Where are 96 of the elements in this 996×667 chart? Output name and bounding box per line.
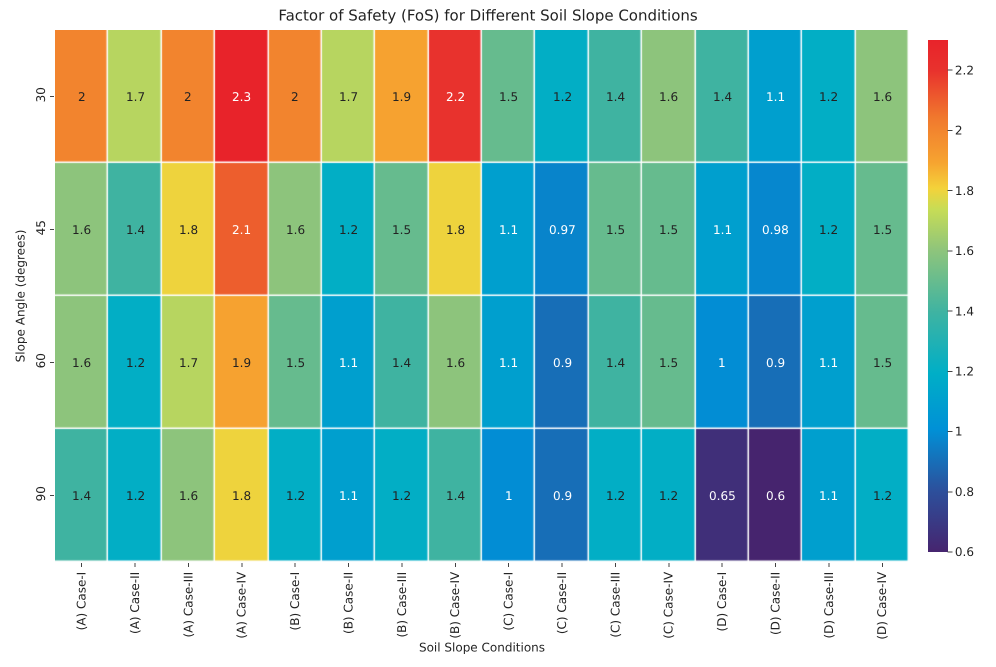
data-label: 1.1 (499, 356, 518, 370)
data-label: 1.6 (72, 356, 92, 370)
x-axis-title: Soil Slope Conditions (418, 640, 546, 655)
color-bar-label: 0.6 (954, 545, 974, 560)
data-label: 0.9 (553, 356, 572, 370)
data-label: 2 (291, 90, 299, 104)
data-label: 1.1 (499, 223, 518, 237)
data-label: 0.6 (766, 489, 786, 503)
data-label: 1.1 (819, 489, 838, 503)
data-label: 1.5 (659, 356, 678, 370)
data-label: 1.7 (339, 90, 358, 104)
data-label: 1.2 (392, 489, 412, 503)
data-label: 1.8 (179, 223, 198, 237)
data-label: 1.4 (446, 489, 466, 503)
x-tick-label: (C) Case-I (502, 572, 516, 631)
data-label: 1.2 (606, 489, 626, 503)
x-tick-label: (B) Case-III (394, 572, 409, 638)
data-label: 1.9 (392, 90, 412, 104)
data-label: 1.2 (553, 90, 572, 104)
data-label: 2 (78, 90, 86, 104)
x-tick-label: (B) Case-I (288, 572, 302, 630)
data-label: 1 (718, 356, 726, 370)
data-label: 1.4 (392, 356, 412, 370)
color-bar-label: 2.2 (954, 63, 974, 78)
data-label: 1.5 (392, 223, 412, 237)
data-label: 0.65 (709, 489, 736, 503)
data-label: 0.98 (762, 223, 789, 237)
data-label: 0.9 (553, 489, 572, 503)
x-tick-label: (C) Case-IV (662, 571, 676, 639)
data-label: 1.8 (232, 489, 252, 503)
data-label: 1.1 (819, 356, 838, 370)
x-tick-label: (A) Case-IV (234, 571, 249, 639)
data-label: 1.9 (232, 356, 252, 370)
x-tick-label: (C) Case-II (554, 572, 569, 634)
x-tick-label: (D) Case-III (822, 572, 836, 639)
data-label: 1.6 (873, 90, 892, 104)
data-label: 1.8 (446, 223, 466, 237)
data-label: 1.1 (339, 356, 358, 370)
data-label: 1.4 (713, 90, 732, 104)
color-bar-label: 0.8 (954, 484, 974, 499)
data-label: 1.2 (339, 223, 358, 237)
data-label: 1.2 (286, 489, 306, 503)
data-label: 1.2 (126, 356, 146, 370)
x-tick-label: (D) Case-I (715, 572, 730, 632)
y-axis-title: Slope Angle (degrees) (14, 230, 28, 362)
data-label: 1.6 (446, 356, 466, 370)
data-label: 1.4 (126, 223, 146, 237)
data-label: 1.2 (819, 90, 838, 104)
data-label: 1.2 (819, 223, 838, 237)
data-label: 1.2 (126, 489, 146, 503)
data-label: 1.7 (126, 90, 146, 104)
color-bar-label: 1.6 (954, 244, 974, 258)
data-label: 1.2 (873, 489, 892, 503)
x-tick-label: (A) Case-II (128, 572, 142, 634)
data-label: 1.1 (766, 90, 786, 104)
data-label: 2.3 (232, 90, 252, 104)
data-label: 1.5 (873, 223, 892, 237)
x-tick-label: (A) Case-III (181, 572, 196, 638)
color-bar-label: 1 (954, 424, 963, 439)
chart-title: Factor of Safety (FoS) for Different Soil Slope Conditions (278, 6, 698, 25)
data-label: 1.7 (179, 356, 198, 370)
x-tick-label: (B) Case-II (341, 572, 356, 634)
data-label: 1.2 (659, 489, 678, 503)
data-label: 1.1 (713, 223, 732, 237)
data-label: 0.97 (549, 223, 576, 237)
data-label: 1.6 (179, 489, 198, 503)
data-label: 1.5 (873, 356, 892, 370)
color-bar-label: 2 (954, 124, 963, 138)
x-tick-label: (A) Case-I (74, 572, 89, 630)
data-label: 2.2 (446, 90, 466, 104)
data-label: 0.9 (766, 356, 786, 370)
data-label: 1.6 (286, 223, 306, 237)
data-label: 1.4 (606, 90, 626, 104)
data-label: 1.5 (286, 356, 306, 370)
color-bar-label: 1.8 (954, 184, 974, 198)
data-label: 1.5 (499, 90, 518, 104)
data-label: 2.1 (232, 223, 252, 237)
data-label: 1.6 (72, 223, 92, 237)
data-label: 1.4 (606, 356, 626, 370)
data-label: 1 (505, 489, 513, 503)
y-tick-label: 60 (34, 353, 48, 368)
x-tick-label: (D) Case-IV (875, 571, 890, 640)
data-label: 1.1 (339, 489, 358, 503)
x-tick-label: (C) Case-III (608, 572, 622, 638)
x-tick-label: (D) Case-II (768, 572, 782, 636)
color-bar-label: 1.4 (954, 304, 974, 318)
x-tick-label: (B) Case-IV (448, 571, 462, 639)
data-label: 1.4 (72, 489, 92, 503)
data-label: 1.5 (606, 223, 626, 237)
y-tick-label: 90 (34, 486, 48, 502)
y-tick-label: 30 (34, 87, 48, 102)
y-tick-label: 45 (34, 220, 48, 236)
data-label: 1.5 (659, 223, 678, 237)
data-label: 1.6 (659, 90, 678, 104)
data-label: 2 (184, 90, 192, 104)
color-bar-label: 1.2 (954, 364, 974, 378)
